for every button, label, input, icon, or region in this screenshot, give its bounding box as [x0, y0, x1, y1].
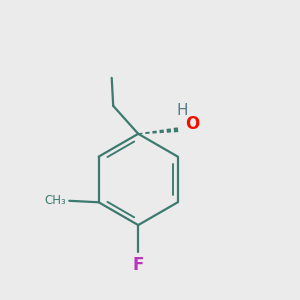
Text: CH₃: CH₃ — [45, 194, 66, 207]
Text: H: H — [177, 103, 188, 118]
Text: F: F — [133, 256, 144, 274]
Text: O: O — [185, 115, 200, 133]
